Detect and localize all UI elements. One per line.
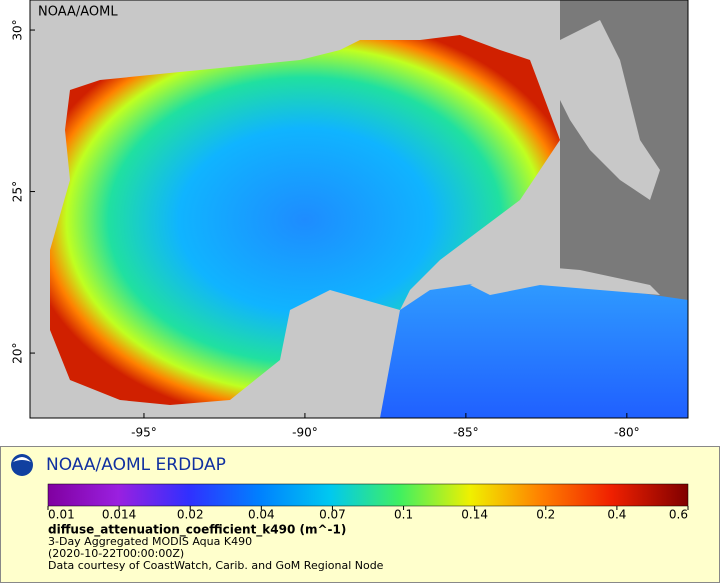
cuba (470, 265, 660, 295)
legend-line: Data courtesy of CoastWatch, Carib. and … (48, 559, 384, 572)
legend-panel (0, 446, 720, 583)
legend-line: 3-Day Aggregated MODIS Aqua K490 (48, 535, 252, 548)
colorbar-tick-label: 0.01 (48, 508, 75, 522)
colorbar-tick-label: 0.07 (319, 508, 346, 522)
x-tick-label: -80° (614, 426, 640, 440)
colorbar-tick-label: 0.02 (177, 508, 204, 522)
colorbar-tick-label: 0.04 (248, 508, 275, 522)
caribbean (380, 270, 688, 418)
noaa-logo-bird (13, 457, 31, 462)
colorbar-tick-label: 0.1 (394, 508, 413, 522)
y-tick-label: 30° (11, 19, 25, 40)
x-tick-label: -90° (292, 426, 318, 440)
y-tick-label: 25° (11, 181, 25, 202)
x-tick-label: -95° (131, 426, 157, 440)
y-tick-label: 20° (11, 342, 25, 363)
variable-name: diffuse_attenuation_coefficient_k490 (m^… (48, 523, 346, 538)
colorbar-tick-label: 0.2 (536, 508, 555, 522)
map-area: NOAA/AOML (29, 0, 689, 419)
legend-title: NOAA/AOML ERDDAP (46, 455, 226, 475)
colorbar-tick-label: 0.6 (669, 508, 688, 522)
legend-line: (2020-10-22T00:00:00Z) (48, 547, 184, 560)
colorbar (47, 483, 689, 507)
map-frame (29, 0, 689, 419)
x-tick-label: -85° (453, 426, 479, 440)
gulf-of-mexico (50, 35, 560, 405)
florida (555, 20, 660, 200)
map-label: NOAA/AOML (38, 5, 118, 20)
colorbar-tick-label: 0.14 (461, 508, 488, 522)
colorbar-tick-label: 0.014 (102, 508, 136, 522)
colorbar-tick-label: 0.4 (607, 508, 626, 522)
